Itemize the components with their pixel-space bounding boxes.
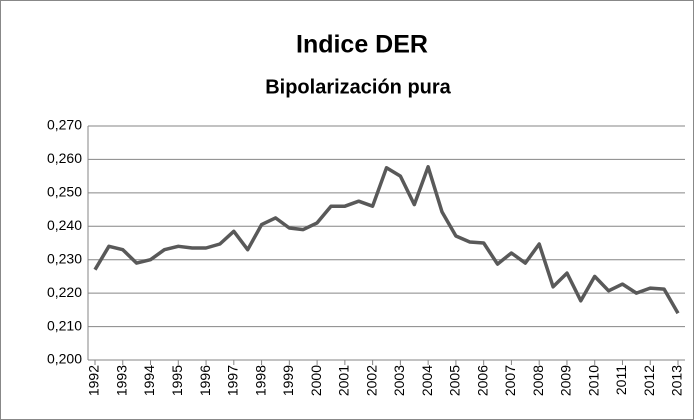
x-tick-label: 1995: [169, 365, 185, 396]
x-tick-label: 2008: [530, 365, 546, 396]
x-tick-label: 1993: [113, 365, 129, 396]
x-tick-label: 2009: [558, 365, 574, 396]
x-tick-label: 2001: [336, 365, 352, 396]
x-tick-label: 2003: [391, 365, 407, 396]
x-tick-label: 1992: [86, 365, 102, 396]
x-tick-label: 1996: [197, 365, 213, 396]
data-line: [93, 165, 680, 315]
x-tick-label: 2006: [474, 365, 490, 396]
y-tick-label: 0,250: [47, 184, 82, 200]
x-tick-label: 2012: [641, 365, 657, 396]
x-tick-label: 1998: [252, 365, 268, 396]
x-tick-label: 1999: [280, 365, 296, 396]
x-tick-label: 1994: [141, 365, 157, 396]
y-tick-label: 0,270: [47, 117, 82, 133]
x-tick-label: 2010: [585, 365, 601, 396]
chart-subtitle: Bipolarización pura: [265, 76, 451, 98]
x-tick-label: 2002: [363, 365, 379, 396]
y-tick-label: 0,220: [47, 284, 82, 300]
chart-title: Indice DER: [296, 31, 428, 59]
x-tick-label: 2000: [308, 365, 324, 396]
y-tick-label: 0,260: [47, 150, 82, 166]
x-tick-label: 2007: [502, 365, 518, 396]
x-tick-label: 2011: [613, 365, 629, 395]
x-tick-label: 2013: [669, 365, 685, 396]
x-tick-label: 1997: [225, 365, 241, 396]
x-tick-label: 2005: [447, 365, 463, 396]
y-tick-label: 0,240: [47, 217, 82, 233]
y-tick-label: 0,230: [47, 250, 82, 266]
x-tick-label: 2004: [419, 365, 435, 396]
y-tick-label: 0,210: [47, 317, 82, 333]
y-tick-label: 0,200: [47, 351, 82, 367]
